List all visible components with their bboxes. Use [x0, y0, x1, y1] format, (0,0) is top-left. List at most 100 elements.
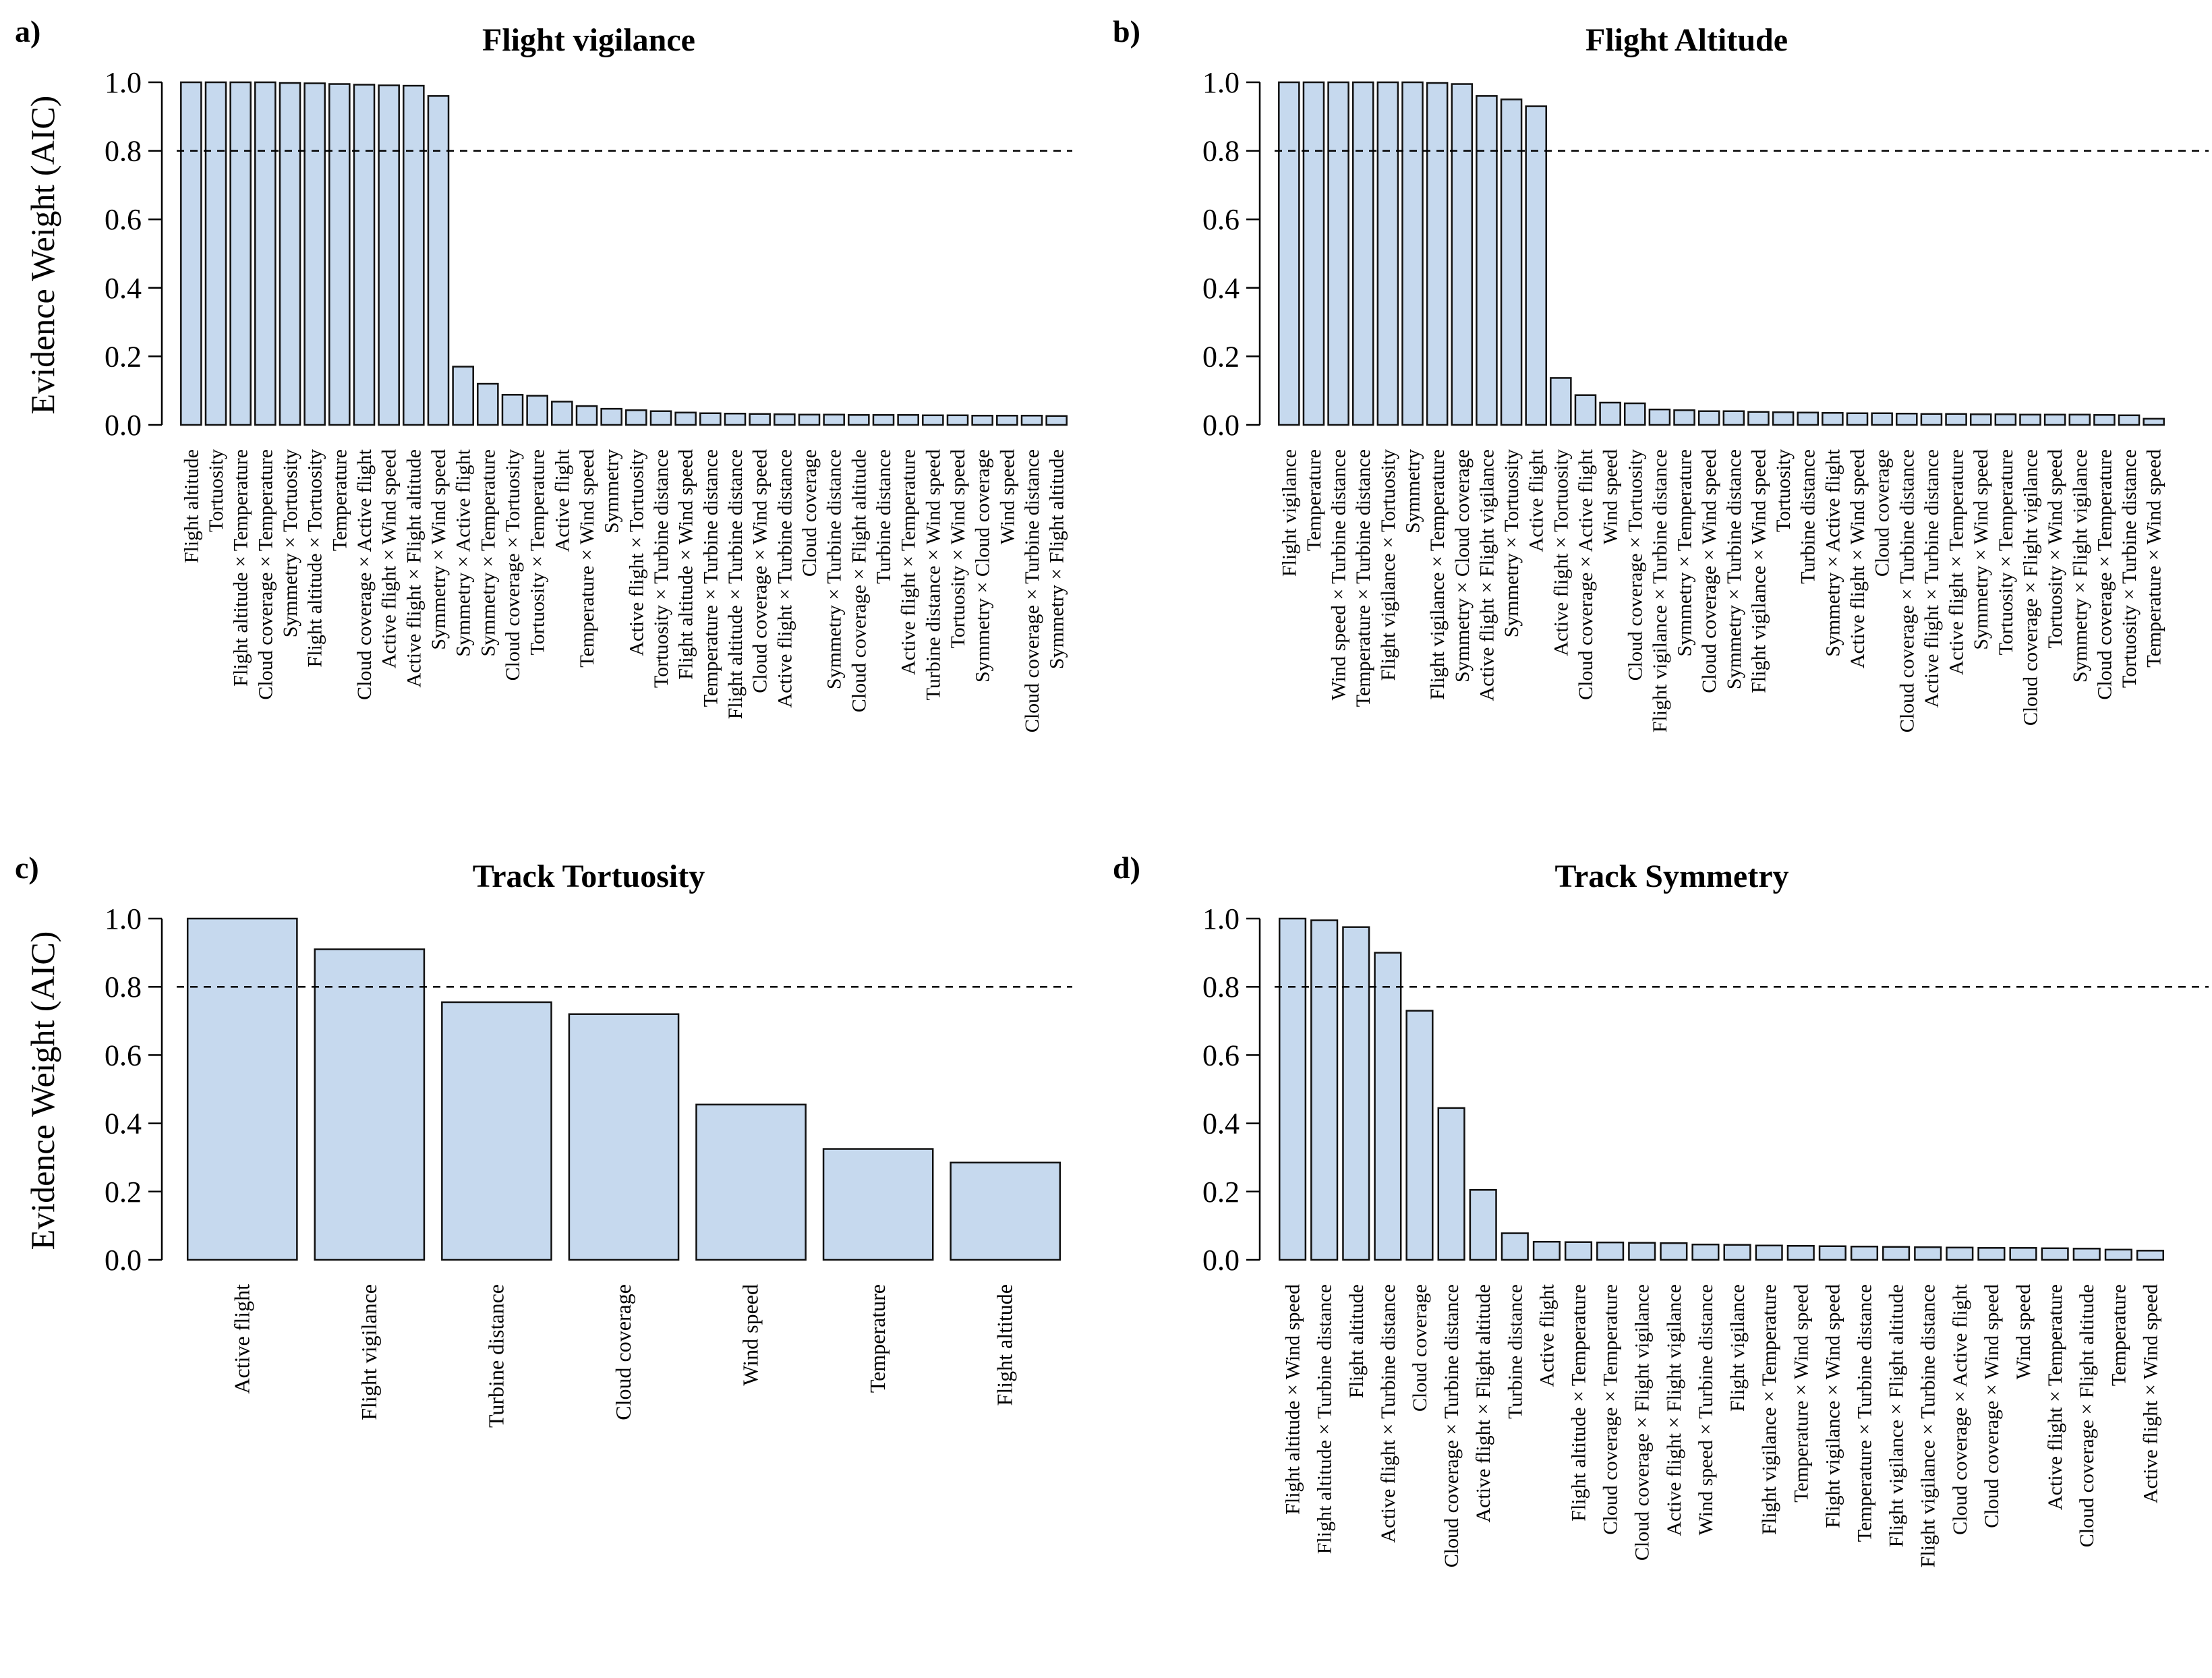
y-tick-label: 0.8 — [105, 135, 142, 168]
category-label: Flight altitude — [180, 449, 202, 563]
bar — [798, 413, 821, 426]
y-tick-label: 1.0 — [1202, 902, 1240, 935]
bar — [1723, 1244, 1751, 1261]
category-label: Active flight × Wind speed — [2139, 1284, 2161, 1503]
category-label: Cloud coverage × Turbine distance — [1896, 449, 1918, 732]
category-label: Tortuosity — [1772, 449, 1795, 532]
category-label: Symmetry × Temperature — [1674, 449, 1696, 657]
bar — [922, 414, 944, 426]
bar — [848, 414, 870, 426]
bar — [1020, 415, 1043, 426]
category-label: Flight vigilance × Temperature — [1758, 1284, 1780, 1535]
bar — [1278, 81, 1300, 426]
y-tick-label: 0.6 — [105, 203, 142, 236]
category-label: Temperature × Turbine distance — [1352, 449, 1374, 707]
bar — [427, 95, 450, 426]
bar — [1882, 1246, 1911, 1261]
y-tick-label: 0.2 — [105, 340, 142, 373]
category-label: Cloud coverage × Flight vigilance — [1631, 1284, 1654, 1561]
category-label: Active flight × Temperature — [898, 449, 920, 675]
bar — [1374, 952, 1402, 1261]
category-label: Active flight × Temperature — [1946, 449, 1968, 675]
y-tick-label: 0.0 — [105, 409, 142, 442]
category-label: Symmetry × Wind speed — [428, 449, 450, 650]
y-tick-label: 0.4 — [1202, 272, 1240, 305]
category-label: Tortuosity × Wind speed — [947, 449, 969, 649]
category-label: Wind speed — [2012, 1284, 2035, 1379]
category-label: Flight altitude × Turbine distance — [1314, 1284, 1336, 1554]
bar — [303, 82, 326, 426]
category-label: Active flight × Flight vigilance — [1476, 449, 1498, 701]
category-label: Cloud coverage × Wind speed — [1698, 449, 1720, 693]
category-label: Cloud coverage — [611, 1284, 635, 1420]
bar — [1755, 1244, 1783, 1261]
category-label: Temperature — [2107, 1284, 2130, 1386]
bar — [1532, 1240, 1561, 1261]
bar — [2041, 1247, 2069, 1261]
bar — [674, 411, 697, 426]
bar — [1310, 919, 1339, 1261]
category-label: Flight altitude × Wind speed — [1282, 1284, 1304, 1515]
bar — [314, 948, 426, 1261]
category-label: Flight vigilance × Turbine distance — [1917, 1284, 1940, 1567]
y-tick-label: 0.8 — [1202, 135, 1240, 168]
bar — [1500, 98, 1523, 426]
bar — [971, 415, 993, 426]
bar — [279, 82, 301, 426]
category-label: Active flight × Turbine distance — [1921, 449, 1943, 708]
bar — [823, 413, 845, 426]
category-label: Wind speed — [738, 1284, 763, 1386]
bar — [1747, 411, 1770, 426]
category-label: Active flight — [1536, 1283, 1558, 1387]
category-label: Cloud coverage × Tortuosity — [1624, 449, 1646, 681]
bar — [1818, 1245, 1846, 1261]
bar — [551, 401, 573, 426]
category-label: Cloud coverage × Temperature — [2093, 449, 2116, 700]
bar — [1302, 81, 1325, 426]
category-label: Active flight × Temperature — [2044, 1284, 2066, 1510]
y-tick-label: 0.4 — [1202, 1107, 1240, 1140]
category-label: Wind speed — [996, 449, 1018, 544]
category-label: Temperature — [865, 1284, 890, 1393]
category-label: Active flight × Turbine distance — [1377, 1284, 1399, 1543]
y-tick-label: 0.2 — [105, 1176, 142, 1209]
bar — [946, 414, 969, 426]
bar — [1342, 926, 1370, 1261]
bar — [1896, 412, 1918, 426]
bar — [1376, 81, 1399, 426]
category-label: Active flight × Turbine distance — [774, 449, 796, 708]
bar — [1628, 1242, 1656, 1261]
bar — [1550, 377, 1572, 426]
bar — [2019, 413, 2041, 426]
category-label: Symmetry — [1402, 449, 1424, 533]
bar — [822, 1148, 934, 1261]
category-label: Temperature — [328, 449, 351, 551]
category-label: Active flight × Tortuosity — [625, 449, 647, 656]
bar — [1969, 413, 1992, 426]
y-tick-label: 0.0 — [105, 1244, 142, 1277]
category-label: Cloud coverage — [798, 449, 821, 577]
category-label: Symmetry × Wind speed — [1970, 449, 1992, 650]
category-label: Flight vigilance — [1278, 449, 1300, 577]
bar — [2068, 413, 2091, 426]
bar — [1648, 408, 1671, 426]
category-label: Cloud coverage × Wind speed — [749, 449, 772, 693]
category-label: Flight altitude — [993, 1284, 1017, 1406]
bar — [1822, 411, 1844, 426]
bar — [2093, 414, 2116, 426]
bar — [695, 1103, 807, 1261]
category-label: Temperature × Turbine distance — [1853, 1284, 1875, 1542]
category-label: Cloud coverage × Tortuosity — [502, 449, 524, 681]
bar — [1786, 1245, 1815, 1261]
y-tick-label: 0.8 — [105, 971, 142, 1004]
bar — [1351, 81, 1374, 426]
category-label: Active flight × Flight vigilance — [1663, 1284, 1685, 1536]
bar — [897, 414, 919, 426]
category-label: Active flight — [1525, 449, 1548, 552]
category-label: Cloud coverage × Turbine distance — [1440, 1284, 1463, 1567]
bar — [378, 84, 400, 426]
bar — [950, 1161, 1061, 1261]
y-tick-label: 1.0 — [1202, 66, 1240, 99]
category-label: Symmetry × Flight altitude — [1046, 449, 1068, 669]
bar — [1599, 401, 1621, 426]
